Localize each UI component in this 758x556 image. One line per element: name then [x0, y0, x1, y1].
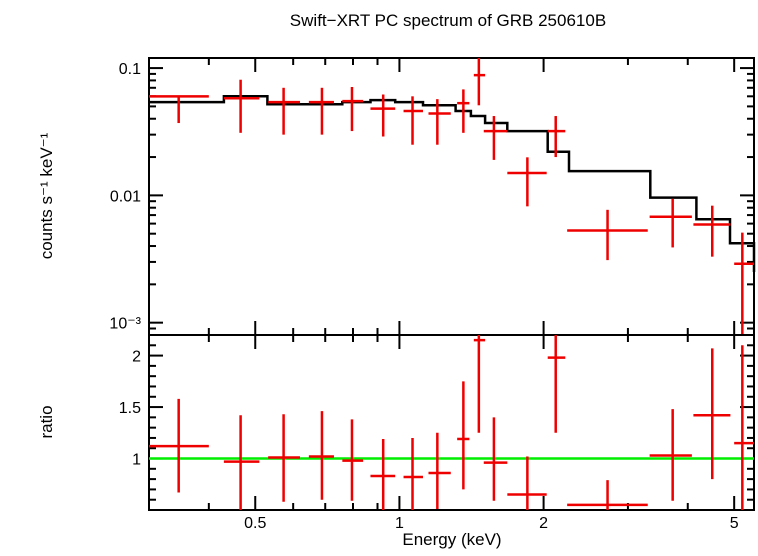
energy-x-tick-labels: 0.5 1 2 5	[244, 515, 739, 532]
data-point	[403, 96, 423, 145]
data-point	[473, 58, 486, 106]
ratio-panel-frame	[148, 334, 755, 511]
spectrum-y-tick-labels: 0.1 0.01 10⁻³	[109, 61, 141, 333]
spectrum-y-axis-label: counts s⁻¹ keV⁻¹	[37, 132, 56, 259]
x-tick-label: 1	[395, 515, 404, 532]
spectrum-data-points	[149, 58, 754, 335]
data-point	[547, 335, 566, 433]
data-point	[547, 116, 566, 158]
spectrum-panel-ticks	[148, 58, 754, 336]
data-point	[457, 381, 470, 490]
model-step-line	[149, 95, 756, 272]
data-point	[649, 409, 692, 501]
ratio-panel: 11.52 0.5 1 2 5	[119, 334, 755, 532]
x-tick-label: 2	[539, 515, 548, 532]
data-point	[428, 99, 451, 145]
data-point	[370, 94, 396, 137]
ratio-data-points	[149, 335, 754, 510]
model-step	[149, 95, 756, 272]
data-point	[567, 209, 648, 261]
y-tick-label: 0.01	[110, 188, 141, 205]
y-tick-label: 1.5	[119, 400, 141, 417]
data-point	[567, 480, 648, 510]
x-tick-label: 0.5	[244, 515, 266, 532]
data-point	[428, 432, 451, 509]
data-point	[308, 411, 334, 500]
y-tick-label: 10⁻³	[109, 316, 141, 333]
data-point	[734, 232, 754, 335]
data-point	[308, 87, 334, 135]
data-point	[223, 415, 260, 510]
data-point	[473, 335, 486, 433]
ratio-y-axis-label: ratio	[37, 405, 56, 438]
data-point	[693, 205, 731, 257]
data-point	[342, 87, 364, 132]
data-point	[149, 95, 209, 124]
data-point	[734, 345, 754, 510]
y-tick-label: 1	[132, 452, 141, 469]
y-tick-label: 2	[132, 349, 141, 366]
x-axis-label: Energy (keV)	[402, 530, 501, 549]
data-point	[342, 419, 364, 501]
chart-title: Swift−XRT PC spectrum of GRB 250610B	[290, 11, 606, 30]
data-point	[268, 414, 300, 502]
data-point	[693, 348, 731, 480]
data-point	[457, 89, 470, 133]
data-point	[223, 79, 260, 133]
ratio-y-tick-labels: 11.52	[119, 349, 141, 469]
data-point	[483, 116, 508, 160]
data-point	[268, 87, 300, 135]
data-point	[507, 157, 547, 207]
x-tick-label: 5	[730, 515, 739, 532]
spectrum-panel: 0.1 0.01 10⁻³	[109, 57, 756, 336]
data-point	[483, 417, 508, 501]
data-point	[370, 438, 396, 510]
data-point	[649, 198, 692, 248]
data-point	[403, 437, 423, 510]
y-tick-label: 0.1	[119, 61, 141, 78]
data-point	[149, 398, 209, 493]
data-point	[507, 456, 547, 510]
